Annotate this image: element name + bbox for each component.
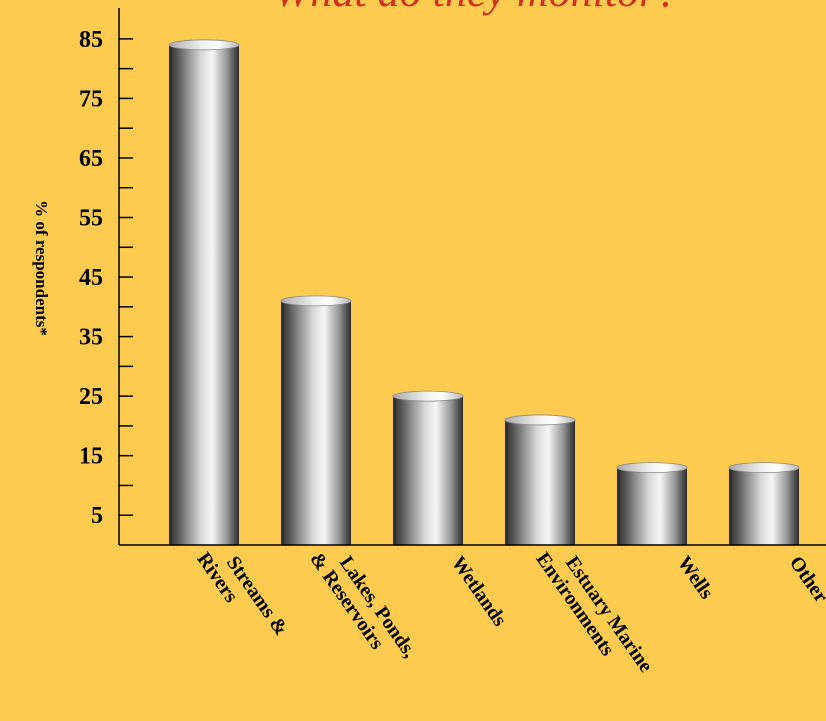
bar xyxy=(728,462,800,545)
bar-body xyxy=(169,44,239,546)
bar xyxy=(392,390,464,545)
bar xyxy=(616,462,688,545)
y-tick-label: 25 xyxy=(79,384,103,410)
bar-cap xyxy=(728,462,800,473)
x-tick-label-line: Wells xyxy=(673,552,718,603)
y-tick-label: 45 xyxy=(79,265,103,291)
x-tick-label: Estuary MarineEnvironments xyxy=(531,536,657,689)
bar-body xyxy=(393,396,463,545)
bar-body xyxy=(505,419,575,545)
y-axis: 5 15 25 35 45 55 65 75 85 xyxy=(79,27,133,529)
x-tick-label: Lakes, Ponds,& Reservoirs xyxy=(305,536,420,675)
x-tick-label: Wells xyxy=(673,552,718,603)
bar-cap xyxy=(280,295,352,307)
bar-cap xyxy=(168,39,240,51)
x-axis-labels: Streams &Rivers Lakes, Ponds,& Reservoirs… xyxy=(192,536,826,689)
x-tick-label: Other xyxy=(785,552,826,607)
chart-title: What do they monitor? xyxy=(274,0,679,16)
y-tick-label: 15 xyxy=(79,444,103,470)
bar-body xyxy=(617,467,687,545)
y-tick-label: 65 xyxy=(79,146,103,172)
bar-body xyxy=(729,467,799,545)
x-tick-label: Wetlands xyxy=(447,552,511,630)
x-tick-label: Streams &Rivers xyxy=(192,536,292,652)
bar-cap xyxy=(616,462,688,473)
bar-cap xyxy=(392,390,464,402)
bar-cap xyxy=(504,414,576,426)
y-axis-label: % of respondents* xyxy=(32,200,51,336)
bars xyxy=(168,39,800,546)
bar xyxy=(504,414,576,545)
y-tick-label: 85 xyxy=(79,27,103,53)
y-tick-label: 5 xyxy=(91,503,103,529)
bar xyxy=(168,39,240,546)
bar-body xyxy=(281,300,351,545)
y-tick-label: 75 xyxy=(79,86,103,112)
bar xyxy=(280,295,352,545)
y-tick-label: 35 xyxy=(79,325,103,351)
y-tick-label: 55 xyxy=(79,206,103,232)
x-tick-label-line: Wetlands xyxy=(447,552,511,630)
x-tick-label-line: Other xyxy=(785,552,826,607)
